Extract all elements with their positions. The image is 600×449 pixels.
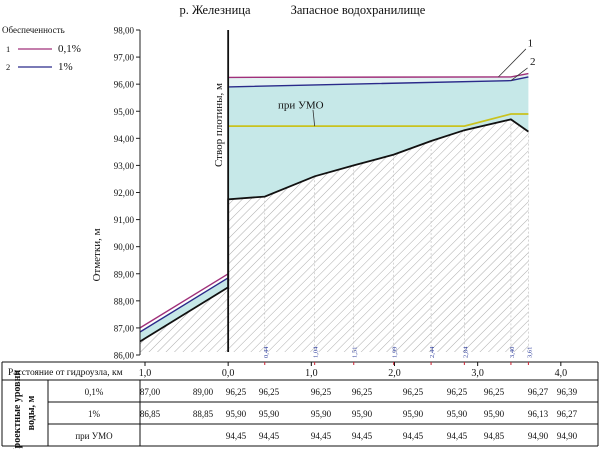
table-cell: 95,90	[352, 409, 373, 419]
table-cell: 96,27	[528, 387, 549, 397]
table-cell: 94,45	[403, 431, 424, 441]
distance-row-label: Расстояние от гидроузла, км	[8, 368, 123, 378]
water-band-01-1-percent	[228, 73, 529, 87]
chart-title-river: р. Железница	[179, 3, 251, 17]
table-cell: 96,27	[557, 409, 578, 419]
table-cell: 94,45	[311, 431, 332, 441]
y-tick-label: 95,00	[114, 107, 135, 117]
y-tick-label: 91,00	[114, 215, 135, 225]
station-label: 0,44	[263, 346, 270, 358]
y-axis-title: Отметки, м	[91, 228, 103, 281]
y-tick-label: 96,00	[114, 80, 135, 90]
table-cell: 95,90	[484, 409, 505, 419]
legend-label-01-percent: 0,1%	[58, 43, 81, 55]
station-label: 1,04	[313, 346, 320, 358]
distance-tick-label: 0,0	[222, 368, 235, 379]
table-cell: 95,90	[259, 409, 280, 419]
y-tick-label: 86,00	[114, 351, 135, 361]
y-tick-label: 92,00	[114, 188, 135, 198]
distance-tick-label: 3,0	[471, 368, 484, 379]
y-tick-label: 93,00	[114, 161, 135, 171]
chart-title-reservoir: Запасное водохранилище	[291, 3, 426, 17]
y-tick-label: 87,00	[114, 323, 135, 333]
table-cell: 96,25	[352, 387, 373, 397]
legend: Обеспеченность 1 0,1% 2 1%	[2, 25, 81, 73]
umo-leader	[312, 109, 316, 127]
table-row-label: при УМО	[75, 431, 113, 441]
station-label: 3,61	[526, 347, 533, 358]
plot-area: при УМО 1 2 0,44 1,04 1,51 1,99 2,44 2,84 3,40 3,6…	[139, 30, 536, 358]
table-cell: 94,90	[557, 431, 578, 441]
table-group-label-line2: воды, м	[26, 395, 37, 430]
table-cell: 95,90	[226, 409, 247, 419]
table-cell: 95,90	[403, 409, 424, 419]
callout-leader-2	[510, 67, 528, 81]
table-cell: 96,25	[311, 387, 332, 397]
table-cell: 95,90	[447, 409, 468, 419]
table-cell: 96,25	[484, 387, 505, 397]
station-label: 2,84	[462, 346, 469, 358]
y-tick-label: 90,00	[114, 242, 135, 252]
table-cell: 94,45	[226, 431, 247, 441]
table-cell: 94,45	[352, 431, 373, 441]
station-label: 2,44	[429, 346, 436, 358]
table-cell: 96,25	[226, 387, 247, 397]
table-cell: 94,85	[484, 431, 505, 441]
table-cell: 94,45	[259, 431, 280, 441]
legend-num-2: 2	[6, 62, 10, 72]
y-tick-label: 88,00	[114, 296, 135, 306]
distance-tick-label: 4,0	[555, 368, 568, 379]
line-01-percent	[228, 72, 529, 79]
table-cell: 95,90	[311, 409, 332, 419]
table-cell: 87,00	[140, 387, 161, 397]
dam-label: Створ плотины, м	[213, 83, 225, 167]
table-cell: 86,85	[140, 409, 161, 419]
line-01-percent-downstream	[139, 273, 229, 329]
distance-tick-label: 1,0	[305, 368, 318, 379]
distance-tick-label: 1,0	[139, 368, 152, 379]
downstream-water-area	[140, 277, 229, 342]
table-row-label: 0,1%	[85, 387, 104, 397]
legend-num-1: 1	[6, 44, 10, 54]
y-tick-label: 89,00	[114, 269, 135, 279]
data-table: Расстояние от гидроузла, км 1,0 0,0 1,0 2,0 3…	[1, 361, 599, 449]
table-cell: 96,25	[447, 387, 468, 397]
table-cell: 96,25	[259, 387, 280, 397]
station-label: 1,51	[352, 347, 359, 358]
legend-title: Обеспеченность	[2, 25, 65, 35]
line-umo	[228, 113, 529, 127]
callout-2: 2	[530, 56, 536, 68]
y-axis: 86,00 87,00 88,00 89,00 90,00 91,00 92,00 93,00…	[114, 26, 141, 361]
y-tick-label: 98,00	[114, 26, 135, 36]
table-group-label-line1: Проектные уровни	[12, 370, 23, 449]
callout-leader-1	[498, 48, 527, 78]
table-cell: 96,13	[528, 409, 549, 419]
table-cell: 88,85	[193, 409, 214, 419]
table-cell: 96,39	[557, 387, 578, 397]
legend-label-1-percent: 1%	[58, 61, 73, 73]
y-tick-label: 94,00	[114, 134, 135, 144]
reservoir-water-area	[228, 76, 529, 200]
callout-1: 1	[528, 37, 534, 49]
umo-label: при УМО	[278, 100, 324, 112]
table-row-label: 1%	[88, 409, 101, 419]
line-1-percent-downstream	[139, 277, 229, 333]
table-cell: 94,90	[528, 431, 549, 441]
table-cell: 96,25	[403, 387, 424, 397]
y-tick-label: 97,00	[114, 53, 135, 63]
table-cell: 94,45	[447, 431, 468, 441]
station-label: 1,99	[392, 347, 399, 358]
station-label: 3,40	[509, 347, 516, 358]
table-cell: 89,00	[193, 387, 214, 397]
distance-tick-label: 2,0	[388, 368, 401, 379]
